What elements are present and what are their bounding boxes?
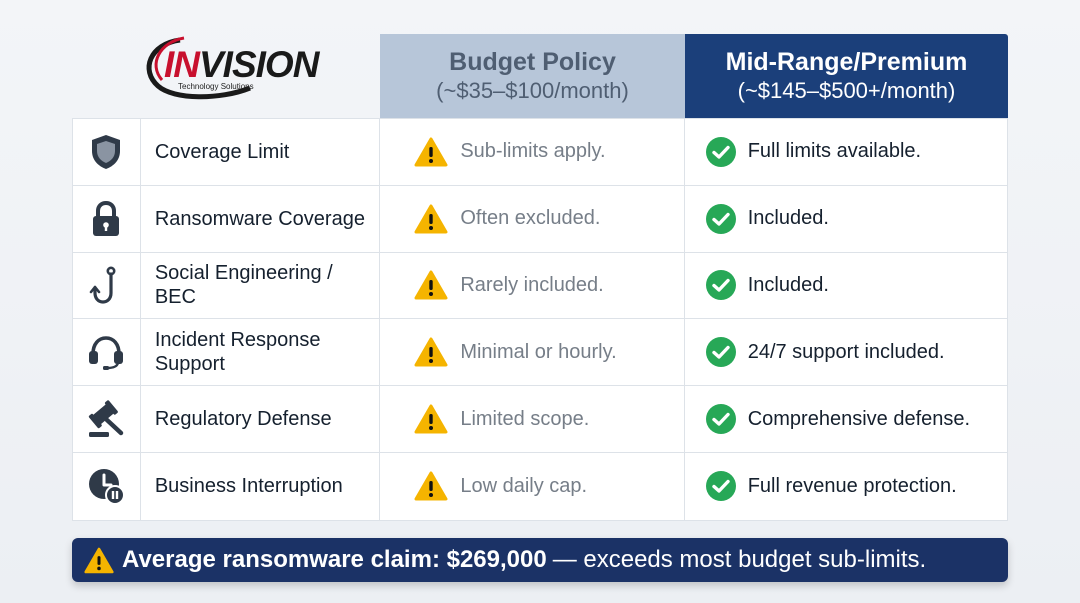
premium-cell: Included. — [685, 253, 1007, 319]
premium-value: 24/7 support included. — [747, 340, 945, 363]
warning-icon — [414, 270, 448, 300]
gavel-icon — [73, 386, 141, 452]
logo-wordmark-vision: VISION — [199, 44, 319, 85]
check-circle-icon — [705, 203, 736, 234]
invision-logo: INVISION Technology Solutions — [140, 30, 320, 106]
budget-cell: Minimal or hourly. — [380, 319, 685, 386]
premium-value: Included. — [747, 273, 829, 296]
logo-wordmark-in: IN — [164, 44, 200, 85]
logo-tagline: Technology Solutions — [178, 82, 254, 91]
premium-value: Included. — [747, 207, 829, 230]
logo-wordmark: INVISION — [164, 44, 319, 86]
premium-cell: Included. — [685, 186, 1007, 252]
premium-cell: Full limits available. — [685, 119, 1007, 185]
budget-column-header: Budget Policy (~$35–$100/month) — [380, 34, 685, 118]
budget-value: Low daily cap. — [460, 474, 588, 497]
budget-value: Rarely included. — [460, 273, 604, 296]
check-circle-icon — [705, 471, 736, 502]
warning-icon — [414, 404, 448, 434]
table-row: Regulatory Defense Limited scope. Compre… — [73, 386, 1007, 453]
budget-value: Sub-limits apply. — [460, 140, 606, 163]
warning-icon — [414, 471, 448, 501]
budget-cell: Sub-limits apply. — [380, 119, 685, 185]
feature-label: Incident Response Support — [141, 319, 381, 386]
premium-column-header: Mid-Range/Premium (~$145–$500+/month) — [685, 34, 1008, 118]
comparison-rows: Coverage Limit Sub-limits apply. Full li… — [72, 118, 1008, 521]
table-row: Business Interruption Low daily cap. Ful… — [73, 452, 1007, 520]
clock-pause-icon — [73, 452, 141, 520]
summary-banner: Average ransomware claim: $269,000 — exc… — [72, 538, 1008, 582]
budget-header-title: Budget Policy — [449, 48, 616, 76]
table-row: Ransomware Coverage Often excluded. Incl… — [73, 185, 1007, 253]
check-circle-icon — [705, 404, 736, 435]
premium-value: Comprehensive defense. — [747, 407, 971, 430]
premium-cell: 24/7 support included. — [685, 319, 1007, 385]
budget-cell: Rarely included. — [380, 252, 685, 319]
feature-label: Coverage Limit — [141, 119, 381, 185]
budget-value: Minimal or hourly. — [460, 340, 617, 363]
warning-icon — [84, 547, 114, 573]
table-row: Incident Response Support Minimal or hou… — [73, 319, 1007, 387]
budget-header-price: (~$35–$100/month) — [436, 78, 629, 103]
feature-label: Ransomware Coverage — [141, 185, 381, 252]
banner-text: — exceeds most budget sub-limits. — [552, 546, 927, 573]
fishing-hook-icon — [73, 252, 141, 319]
check-circle-icon — [705, 337, 736, 368]
budget-cell: Often excluded. — [380, 185, 685, 252]
budget-cell: Limited scope. — [380, 386, 685, 452]
check-circle-icon — [705, 270, 736, 301]
premium-value: Full limits available. — [747, 140, 922, 163]
feature-label: Regulatory Defense — [141, 386, 381, 452]
budget-value: Often excluded. — [460, 207, 601, 230]
warning-icon — [414, 337, 448, 367]
table-row: Coverage Limit Sub-limits apply. Full li… — [73, 119, 1007, 186]
premium-cell: Full revenue protection. — [685, 453, 1007, 520]
premium-header-price: (~$145–$500+/month) — [737, 78, 956, 103]
premium-value: Full revenue protection. — [747, 474, 957, 497]
banner-highlight: Average ransomware claim: $269,000 — [122, 546, 547, 573]
headset-icon — [73, 319, 141, 386]
warning-icon — [414, 204, 448, 234]
premium-header-title: Mid-Range/Premium — [725, 48, 968, 76]
budget-cell: Low daily cap. — [380, 452, 685, 520]
table-row: Social Engineering / BEC Rarely included… — [73, 252, 1007, 320]
lock-icon — [73, 185, 141, 252]
warning-icon — [414, 137, 448, 167]
check-circle-icon — [705, 136, 736, 167]
feature-label: Social Engineering / BEC — [141, 252, 381, 319]
premium-cell: Comprehensive defense. — [685, 386, 1007, 452]
budget-value: Limited scope. — [460, 407, 590, 430]
shield-icon — [73, 119, 141, 185]
feature-label: Business Interruption — [141, 452, 381, 520]
